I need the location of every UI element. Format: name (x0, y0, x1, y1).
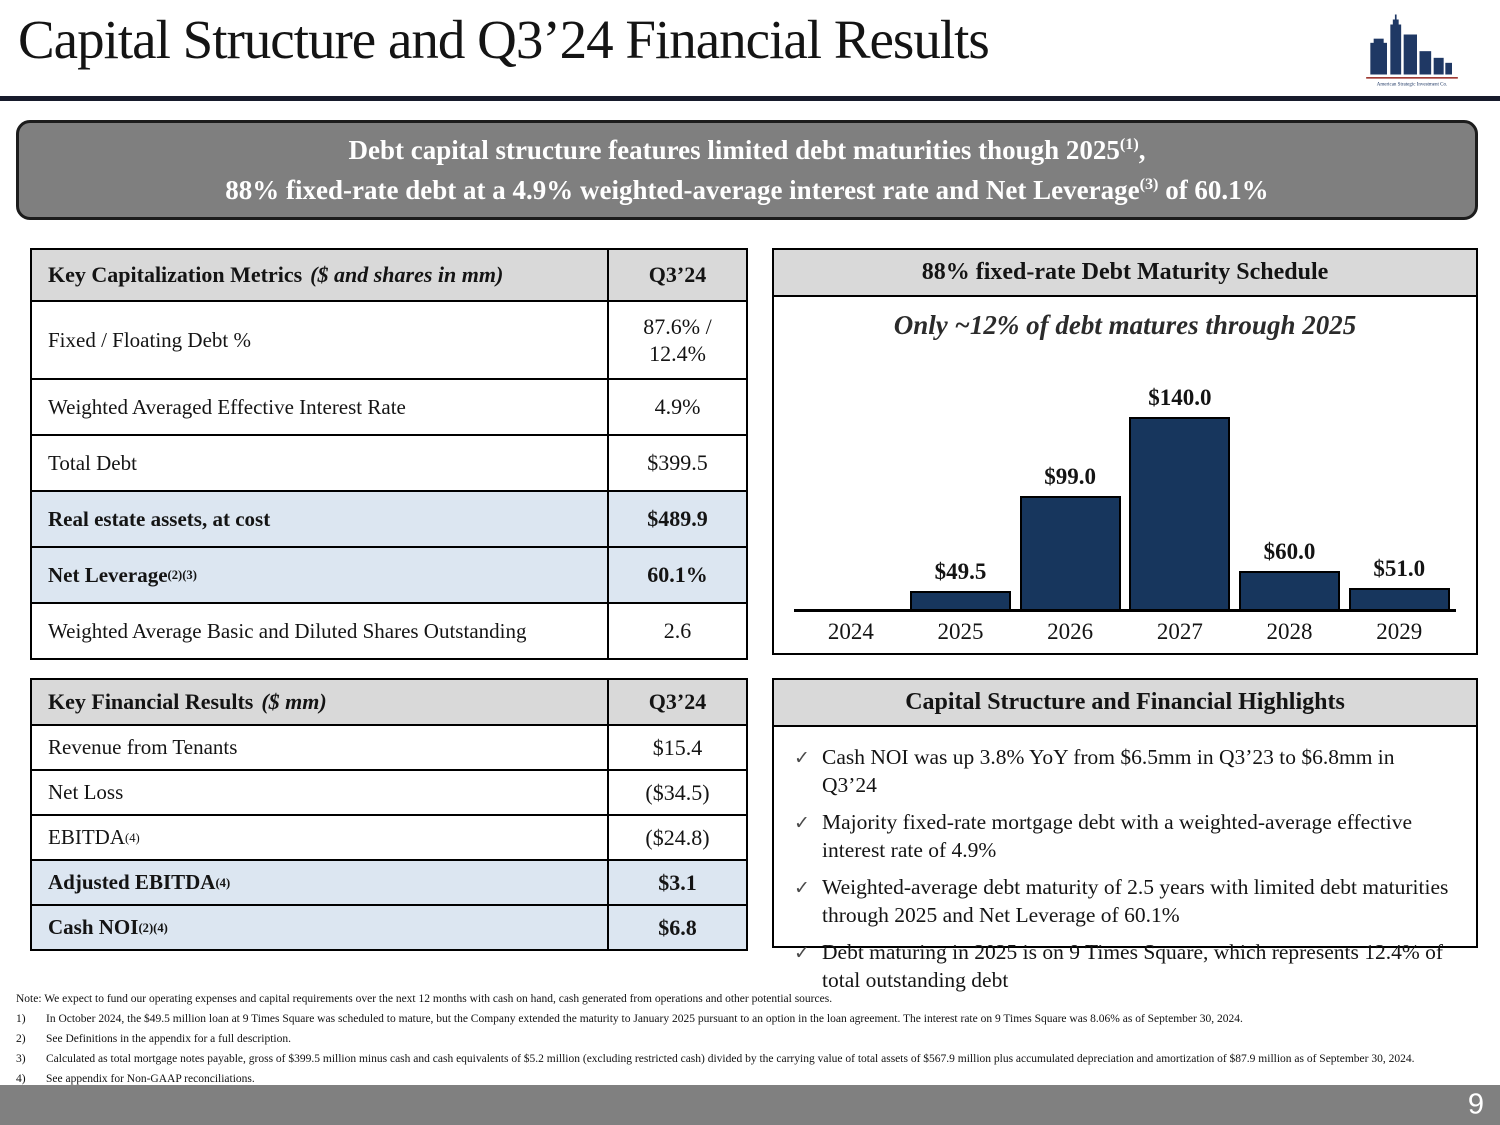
table-row-highlighted: Real estate assets, at cost $489.9 (32, 490, 746, 546)
footnote-general: Note: We expect to fund our operating ex… (16, 993, 833, 1005)
title-divider (0, 96, 1500, 101)
table-header-row: Key Financial Results ($ mm) Q3’24 (32, 680, 746, 724)
bar-slot-2028: $60.0 (1235, 539, 1345, 609)
logo-rule (1366, 77, 1458, 79)
banner-line-1: Debt capital structure features limited … (348, 134, 1146, 165)
check-icon: ✓ (794, 747, 810, 769)
x-axis-label: 2025 (937, 619, 984, 644)
column-header: Q3’24 (648, 689, 707, 715)
check-icon: ✓ (794, 876, 810, 899)
table-row: Total Debt $399.5 (32, 434, 746, 490)
footnote: 3) Calculated as total mortgage notes pa… (16, 1052, 1415, 1065)
bar (1239, 571, 1340, 609)
logo-caption: American Strategic Investment Co. (1377, 82, 1448, 87)
chart-title: 88% fixed-rate Debt Maturity Schedule (774, 250, 1476, 297)
table-row: Revenue from Tenants $15.4 (32, 724, 746, 769)
table-row-highlighted: Adjusted EBITDA (4) $3.1 (32, 859, 746, 904)
list-item: ✓ Weighted-average debt maturity of 2.5 … (794, 874, 1450, 930)
footer-bar: 9 (0, 1085, 1500, 1125)
highlights-panel: Capital Structure and Financial Highligh… (772, 678, 1478, 992)
x-axis-labels: 2024 2025 2026 2027 2028 2029 (794, 612, 1456, 652)
bar-value-label: $140.0 (1148, 385, 1212, 410)
financial-results-table: Key Financial Results ($ mm) Q3’24 Revenu… (30, 678, 748, 951)
table-row-highlighted: Cash NOI (2)(4) $6.8 (32, 904, 746, 949)
table-row: Net Loss ($34.5) (32, 769, 746, 814)
chart-subtitle: Only ~12% of debt matures through 2025 (893, 310, 1357, 340)
check-icon: ✓ (794, 941, 810, 964)
key-message-banner: Debt capital structure features limited … (16, 120, 1478, 220)
list-item: ✓ Majority fixed-rate mortgage debt with… (794, 809, 1450, 865)
company-logo: American Strategic Investment Co. (1366, 14, 1458, 87)
capitalization-metrics-table: Key Capitalization Metrics ($ and shares … (30, 248, 748, 660)
page-number: 9 (1467, 1088, 1484, 1121)
bar-value-label: $99.0 (1044, 464, 1097, 489)
bar-slot-2029: $51.0 (1344, 556, 1454, 609)
x-axis-label: 2026 (1047, 619, 1094, 644)
debt-maturity-chart-panel: 88% fixed-rate Debt Maturity Schedule On… (772, 248, 1478, 655)
footnote: 4) See appendix for Non-GAAP reconciliat… (16, 1072, 255, 1085)
bar (1129, 417, 1231, 609)
bar (1019, 496, 1121, 609)
bar-value-label: $49.5 (934, 559, 987, 584)
table-row: EBITDA (4) ($24.8) (32, 814, 746, 859)
x-axis-label: 2029 (1376, 619, 1423, 644)
bar-slot-2025: $49.5 (906, 559, 1016, 609)
bar-value-label: $51.0 (1373, 556, 1426, 581)
table-row: Weighted Average Basic and Diluted Share… (32, 602, 746, 658)
table-title: Key Capitalization Metrics ($ and shares … (32, 250, 609, 300)
list-item-text: Weighted-average debt maturity of 2.5 ye… (822, 874, 1449, 927)
table-header-row: Key Capitalization Metrics ($ and shares … (32, 250, 746, 300)
table-row: Weighted Averaged Effective Interest Rat… (32, 378, 746, 434)
table-row-highlighted: Net Leverage (2)(3) 60.1% (32, 546, 746, 602)
x-axis-label: 2027 (1156, 619, 1203, 644)
highlights-title: Capital Structure and Financial Highligh… (774, 680, 1476, 727)
x-axis-label: 2024 (827, 619, 874, 644)
page-title: Capital Structure and Q3’24 Financial Re… (18, 9, 990, 70)
banner-line-2: 88% fixed-rate debt at a 4.9% weighted-a… (225, 175, 1269, 205)
list-item: ✓ Cash NOI was up 3.8% YoY from $6.5mm i… (794, 744, 1450, 800)
list-item-text: Debt maturing in 2025 is on 9 Times Squa… (822, 939, 1444, 992)
footnotes: Note: We expect to fund our operating ex… (16, 992, 1484, 1092)
bar-plot: $49.5 $99.0 $140.0 $60.0 $51.0 (794, 341, 1456, 612)
footnote: 1) In October 2024, the $49.5 million lo… (16, 1012, 1243, 1025)
bar (1348, 588, 1450, 609)
table-title: Key Financial Results ($ mm) (32, 680, 609, 724)
skyline-icon (1370, 14, 1452, 75)
bar-value-label: $60.0 (1263, 539, 1316, 564)
bar-slot-2026: $99.0 (1015, 464, 1125, 609)
highlights-list: ✓ Cash NOI was up 3.8% YoY from $6.5mm i… (774, 727, 1476, 995)
footnote: 2) See Definitions in the appendix for a… (16, 1032, 291, 1045)
bar-slot-2027: $140.0 (1125, 385, 1235, 609)
list-item-text: Cash NOI was up 3.8% YoY from $6.5mm in … (822, 745, 1395, 797)
list-item: ✓ Debt maturing in 2025 is on 9 Times Sq… (794, 939, 1450, 995)
x-axis-label: 2028 (1266, 619, 1313, 644)
bar (910, 591, 1011, 609)
bar-chart: Only ~12% of debt matures through 2025 $… (774, 297, 1476, 652)
table-row: Fixed / Floating Debt % 87.6% / 12.4% (32, 300, 746, 378)
column-header: Q3’24 (648, 262, 707, 288)
list-item-text: Majority fixed-rate mortgage debt with a… (822, 809, 1412, 862)
check-icon: ✓ (794, 811, 810, 834)
